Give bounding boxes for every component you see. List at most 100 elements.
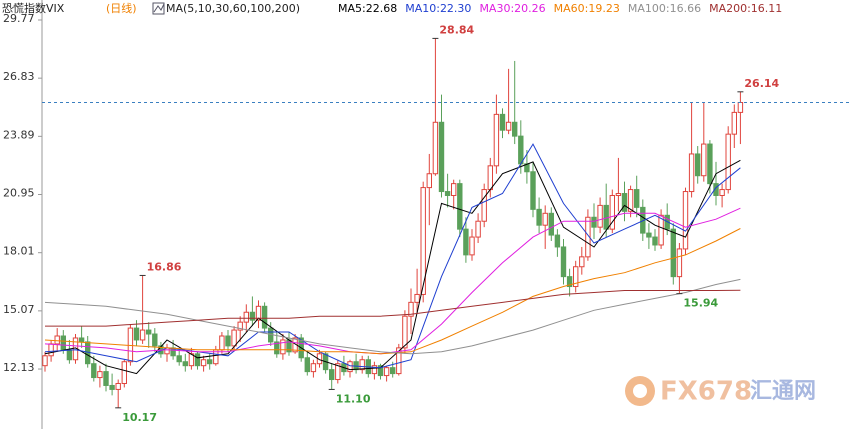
candle-body: [109, 384, 115, 390]
candle-body: [219, 335, 225, 351]
legend-entry: MA60:19.23: [554, 2, 620, 15]
period: (日线): [106, 1, 137, 15]
legend-entry: MA100:16.66: [628, 2, 701, 15]
candle-body: [505, 121, 512, 131]
candle-body: [542, 212, 548, 226]
candle-body: [48, 343, 54, 357]
y-tick-label: 18.01: [3, 245, 35, 258]
candle-body: [707, 143, 713, 185]
candle-body: [627, 189, 634, 212]
chart-title: 恐慌指数VIX: [2, 1, 65, 15]
candle-body: [280, 339, 286, 355]
candle-body: [66, 349, 73, 361]
candle-body: [676, 248, 683, 278]
legend-entry: MA10:22.30: [405, 2, 471, 15]
candle-body: [146, 329, 152, 335]
candle-body: [304, 357, 311, 373]
candle-body: [78, 337, 85, 343]
candle-body: [695, 153, 701, 177]
legend-entry: MA200:16.11: [709, 2, 782, 15]
candle-body: [658, 214, 664, 246]
candle-body: [554, 234, 561, 248]
candle-body: [274, 341, 280, 355]
candle-body: [457, 183, 463, 230]
ma-line: [45, 289, 741, 327]
candle-body: [396, 347, 402, 375]
candle-body: [499, 113, 506, 131]
candle-body: [652, 236, 658, 246]
candle-body: [329, 369, 335, 381]
candle-body: [512, 121, 518, 137]
candle-body: [475, 220, 481, 238]
candle-body: [402, 315, 408, 349]
candle-body: [237, 321, 243, 331]
annotation-label: 28.84: [439, 23, 474, 36]
y-tick-label: 20.95: [3, 187, 35, 200]
candle-body: [207, 359, 213, 365]
candle-body: [597, 204, 603, 228]
candle-body: [390, 367, 396, 375]
candle-body: [255, 305, 262, 321]
annotation-label: 10.17: [122, 411, 157, 424]
candle-body: [420, 187, 426, 295]
candle-body: [91, 363, 97, 379]
candle-body: [249, 311, 256, 321]
annotation-label: 15.94: [683, 297, 718, 310]
y-tick-label: 26.83: [3, 70, 35, 83]
candle-body: [377, 365, 384, 377]
candle-body: [682, 191, 689, 250]
candle-body: [469, 236, 475, 256]
candle-body: [701, 143, 707, 177]
candle-body: [408, 301, 414, 317]
candle-body: [54, 335, 60, 345]
candle-body: [548, 212, 554, 236]
candle-body: [536, 208, 542, 226]
indicator-icon-line: [153, 3, 165, 13]
ma-line: [44, 278, 741, 355]
candle-body: [103, 371, 109, 386]
candle-body: [438, 121, 445, 193]
candle-body: [121, 361, 127, 384]
candle-body: [560, 246, 567, 278]
candle-body: [335, 363, 341, 381]
candle-body: [176, 355, 182, 363]
y-tick-label: 29.77: [3, 12, 35, 25]
candle-body: [426, 173, 433, 189]
candle-body: [591, 216, 597, 228]
candle-body: [579, 256, 585, 268]
candle-body: [573, 266, 579, 288]
candle-body: [200, 359, 207, 367]
candle-body: [152, 333, 158, 347]
candle-body: [432, 121, 439, 175]
ma-line: [44, 207, 741, 355]
candle-body: [133, 327, 140, 341]
y-tick-label: 12.13: [3, 361, 35, 374]
candle-body: [713, 183, 719, 197]
candle-body: [646, 232, 652, 238]
candle-body: [615, 193, 622, 197]
annotation-label: 26.14: [744, 77, 779, 90]
candle-body: [414, 293, 420, 303]
candle-body: [725, 133, 731, 191]
annotation-label: 11.10: [336, 392, 371, 405]
candle-body: [518, 135, 524, 165]
candle-body: [42, 355, 48, 367]
candle-body: [585, 216, 591, 258]
indicator: MA(5,10,30,60,100,200): [166, 2, 300, 15]
candle-body: [115, 382, 121, 390]
candle-body: [371, 365, 378, 375]
candle-body: [487, 165, 494, 191]
watermark-text: 汇通网: [750, 379, 816, 404]
ma-line: [44, 159, 741, 375]
candle-body: [231, 329, 237, 347]
candle-body: [194, 353, 201, 367]
legend-entry: MA5:22.68: [338, 2, 397, 15]
annotation-label: 16.86: [147, 260, 182, 273]
candle-body: [566, 276, 573, 288]
candle-body: [493, 113, 500, 167]
watermark-logo-inner: [633, 384, 647, 398]
candle-body: [359, 359, 365, 371]
y-tick-label: 15.07: [3, 303, 35, 316]
candle-body: [451, 183, 457, 197]
